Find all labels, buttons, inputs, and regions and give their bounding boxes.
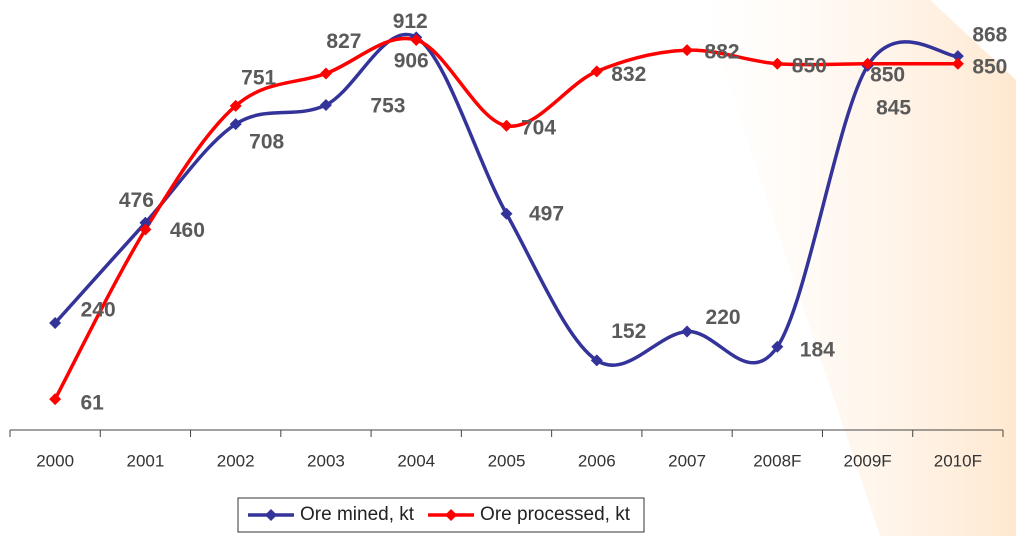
marker [139,216,152,229]
marker [681,44,694,57]
data-label: 704 [521,116,556,139]
data-label: 220 [706,306,741,329]
data-label: 497 [529,202,564,225]
x-tick-label: 2005 [488,451,526,470]
marker [500,207,513,220]
marker [410,33,423,46]
marker [319,67,332,80]
data-label: 184 [800,338,835,361]
data-label: 850 [972,55,1007,78]
marker [229,99,242,112]
x-tick-label: 2010F [934,451,982,470]
marker [590,354,603,367]
data-label: 845 [876,96,911,119]
data-label: 906 [394,49,429,72]
data-label: 240 [81,299,116,322]
data-label: 868 [972,24,1007,47]
data-label: 832 [611,63,646,86]
x-tick-label: 2009F [843,451,891,470]
data-label: 476 [119,189,154,212]
x-tick-label: 2004 [397,451,435,470]
legend-marker [265,509,277,521]
data-label: 882 [705,41,740,64]
data-label: 827 [326,30,361,53]
x-tick-label: 2006 [578,451,616,470]
data-label: 708 [249,131,284,154]
x-tick-label: 2007 [668,451,706,470]
marker [229,118,242,131]
legend: Ore mined, kt Ore processed, kt [237,497,645,533]
marker [681,325,694,338]
x-tick-label: 2008F [753,451,801,470]
x-tick-label: 2000 [36,451,74,470]
marker [49,317,62,329]
marker [951,57,964,70]
data-label: 751 [241,66,276,89]
data-label: 912 [393,10,428,33]
data-label: 753 [370,95,405,118]
x-tick-label: 2003 [307,451,345,470]
marker [861,57,874,70]
legend-label: Ore processed, kt [480,504,631,525]
marker [500,119,513,132]
legend-marker [445,509,458,521]
watermark [700,0,1016,536]
data-label: 850 [792,54,827,77]
legend-label: Ore mined, kt [300,504,415,525]
data-label: 460 [170,219,205,242]
marker [771,57,784,70]
x-tick-label: 2002 [217,451,255,470]
marker [951,50,964,63]
data-label: 152 [611,320,646,343]
x-tick-label: 2001 [126,451,164,470]
series-line [53,36,958,400]
series-line [53,32,959,367]
marker [319,98,332,111]
data-label: 850 [870,63,905,86]
data-label: 61 [80,392,104,415]
marker [771,340,784,353]
marker [49,393,62,406]
marker [139,223,152,236]
marker [590,65,603,78]
